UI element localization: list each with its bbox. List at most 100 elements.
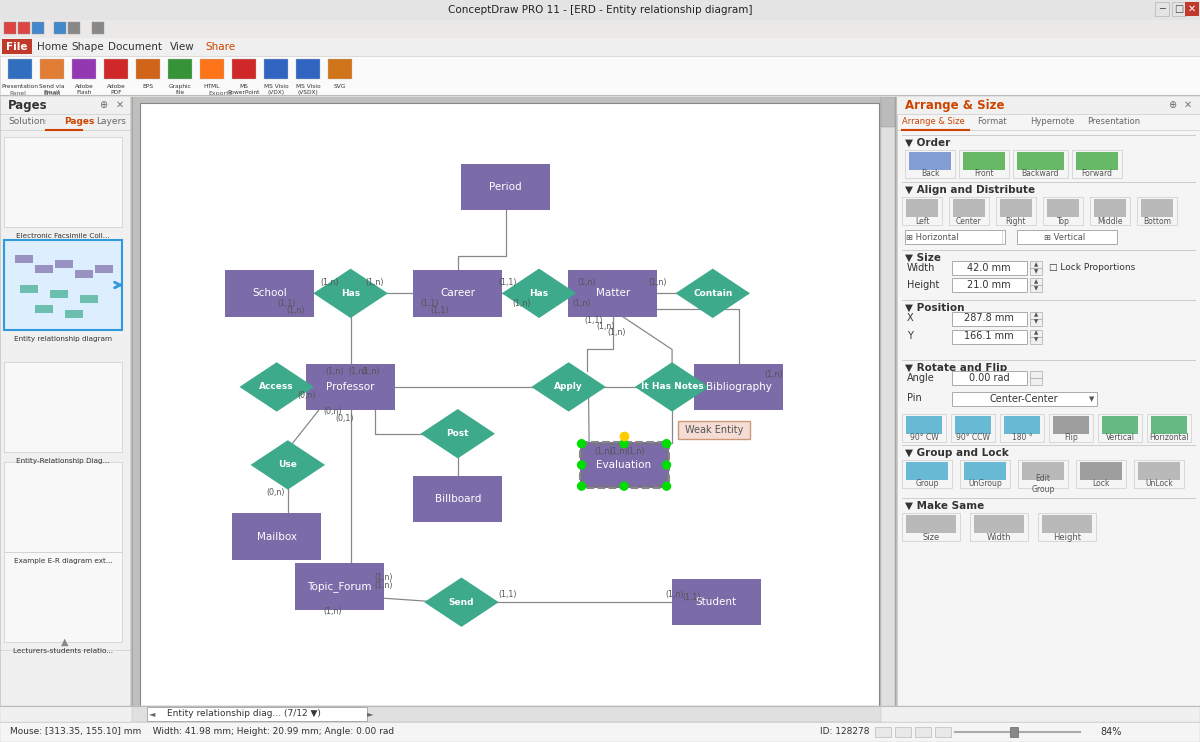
- FancyBboxPatch shape: [55, 260, 73, 268]
- Text: Size: Size: [923, 533, 940, 542]
- FancyBboxPatch shape: [35, 265, 53, 273]
- FancyBboxPatch shape: [905, 150, 955, 178]
- Polygon shape: [313, 269, 388, 318]
- FancyBboxPatch shape: [1030, 337, 1042, 344]
- Text: (1,n): (1,n): [374, 581, 394, 590]
- Text: 90° CCW: 90° CCW: [956, 433, 990, 442]
- FancyBboxPatch shape: [413, 476, 503, 522]
- Text: Has: Has: [341, 289, 360, 298]
- Text: UnLock: UnLock: [1145, 479, 1172, 488]
- Polygon shape: [420, 409, 496, 459]
- Text: (1,1): (1,1): [431, 306, 449, 315]
- Text: Share: Share: [205, 42, 235, 52]
- Text: (1,n): (1,n): [610, 447, 628, 456]
- FancyBboxPatch shape: [580, 441, 668, 488]
- FancyBboxPatch shape: [1186, 2, 1199, 16]
- Text: (1,n): (1,n): [323, 607, 341, 616]
- FancyBboxPatch shape: [906, 416, 942, 434]
- Text: MS
PowerPoint: MS PowerPoint: [228, 84, 260, 95]
- FancyBboxPatch shape: [1072, 150, 1122, 178]
- Text: (1,n): (1,n): [596, 322, 614, 331]
- FancyBboxPatch shape: [1046, 199, 1079, 217]
- FancyBboxPatch shape: [0, 95, 130, 742]
- FancyBboxPatch shape: [4, 22, 16, 34]
- FancyBboxPatch shape: [413, 270, 503, 317]
- Text: (1,n): (1,n): [374, 573, 394, 582]
- Text: (1,n): (1,n): [286, 306, 305, 315]
- Text: Graphic
file: Graphic file: [168, 84, 192, 95]
- FancyBboxPatch shape: [0, 706, 1200, 742]
- Text: Adobe
Flash: Adobe Flash: [74, 84, 94, 95]
- Text: Post: Post: [446, 429, 469, 439]
- FancyBboxPatch shape: [905, 230, 1006, 244]
- FancyBboxPatch shape: [4, 362, 122, 452]
- Text: (1,n): (1,n): [349, 367, 367, 375]
- FancyBboxPatch shape: [1054, 416, 1090, 434]
- Text: School: School: [252, 289, 287, 298]
- Text: Height: Height: [1054, 533, 1081, 542]
- Text: (1,n): (1,n): [607, 328, 626, 337]
- FancyBboxPatch shape: [20, 285, 38, 293]
- FancyBboxPatch shape: [1030, 378, 1042, 385]
- FancyBboxPatch shape: [1030, 285, 1042, 292]
- Text: MS Visio
(VDX): MS Visio (VDX): [264, 84, 288, 95]
- FancyBboxPatch shape: [1038, 513, 1096, 541]
- FancyBboxPatch shape: [1094, 199, 1126, 217]
- Text: Lecturers-students relatio...: Lecturers-students relatio...: [13, 648, 113, 654]
- Text: 90° CW: 90° CW: [910, 433, 938, 442]
- FancyBboxPatch shape: [200, 59, 224, 79]
- FancyBboxPatch shape: [916, 727, 931, 737]
- Circle shape: [662, 440, 671, 447]
- Text: 0.00 rad: 0.00 rad: [968, 373, 1009, 383]
- Text: Topic_Forum: Topic_Forum: [307, 581, 372, 592]
- FancyBboxPatch shape: [46, 116, 82, 129]
- Text: 21.0 mm: 21.0 mm: [967, 280, 1010, 290]
- Text: ConceptDraw PRO 11 - [ERD - Entity relationship diagram]: ConceptDraw PRO 11 - [ERD - Entity relat…: [448, 5, 752, 15]
- Circle shape: [662, 482, 671, 490]
- FancyBboxPatch shape: [898, 95, 1200, 742]
- Text: (1,n): (1,n): [595, 447, 613, 456]
- FancyBboxPatch shape: [964, 152, 1006, 170]
- FancyBboxPatch shape: [0, 0, 1200, 20]
- FancyBboxPatch shape: [74, 270, 94, 278]
- Text: Entity-Relationship Diag...: Entity-Relationship Diag...: [17, 458, 109, 464]
- FancyBboxPatch shape: [132, 95, 895, 742]
- FancyBboxPatch shape: [881, 97, 895, 127]
- Text: Hypernote: Hypernote: [1030, 117, 1074, 126]
- FancyBboxPatch shape: [72, 59, 96, 79]
- FancyBboxPatch shape: [4, 240, 122, 330]
- FancyBboxPatch shape: [1000, 199, 1032, 217]
- Text: Contain: Contain: [694, 289, 732, 298]
- FancyBboxPatch shape: [1080, 462, 1122, 480]
- Text: HTML: HTML: [204, 84, 220, 89]
- Text: Solutions: Solutions: [8, 117, 49, 126]
- FancyBboxPatch shape: [1090, 197, 1130, 225]
- Text: Front: Front: [974, 169, 994, 179]
- Text: Back: Back: [920, 169, 940, 179]
- FancyBboxPatch shape: [1004, 416, 1040, 434]
- Polygon shape: [251, 440, 325, 490]
- Text: 180 °: 180 °: [1012, 433, 1032, 442]
- Text: (1,n): (1,n): [361, 367, 380, 375]
- FancyBboxPatch shape: [0, 20, 1200, 38]
- FancyBboxPatch shape: [964, 462, 1006, 480]
- Text: Adobe
PDF: Adobe PDF: [107, 84, 125, 95]
- Text: Shape: Shape: [72, 42, 104, 52]
- Text: (0,n): (0,n): [323, 407, 341, 416]
- FancyBboxPatch shape: [952, 414, 995, 442]
- Text: Apply: Apply: [554, 382, 583, 392]
- FancyBboxPatch shape: [1154, 2, 1169, 16]
- Circle shape: [577, 461, 586, 469]
- FancyBboxPatch shape: [906, 515, 956, 533]
- Text: Top: Top: [1056, 217, 1069, 226]
- Text: Entity relationship diag... (7/12 ▼): Entity relationship diag... (7/12 ▼): [167, 709, 320, 718]
- Text: (1,n): (1,n): [366, 278, 384, 287]
- FancyBboxPatch shape: [1013, 150, 1068, 178]
- Text: Bibliography: Bibliography: [706, 382, 772, 392]
- Text: ⊞ Vertical: ⊞ Vertical: [1044, 232, 1086, 241]
- Text: Document: Document: [108, 42, 162, 52]
- Text: ⊕: ⊕: [1168, 100, 1176, 110]
- FancyBboxPatch shape: [224, 270, 314, 317]
- Text: (1,1): (1,1): [584, 315, 602, 325]
- Text: (1,1): (1,1): [498, 590, 516, 600]
